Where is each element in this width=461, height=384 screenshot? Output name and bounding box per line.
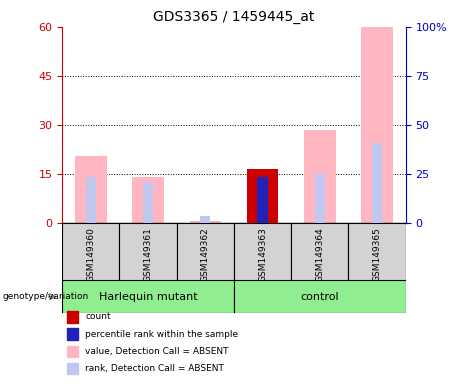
Text: value, Detection Call = ABSENT: value, Detection Call = ABSENT: [85, 347, 229, 356]
Text: count: count: [85, 312, 111, 321]
Bar: [349, 223, 406, 280]
Bar: [234, 280, 406, 313]
Text: rank, Detection Call = ABSENT: rank, Detection Call = ABSENT: [85, 364, 224, 373]
Bar: [234, 223, 291, 280]
Text: control: control: [301, 291, 339, 302]
Bar: [62, 223, 119, 280]
Bar: [132, 177, 164, 223]
Title: GDS3365 / 1459445_at: GDS3365 / 1459445_at: [153, 10, 315, 25]
Bar: [361, 27, 393, 223]
Text: GSM149365: GSM149365: [372, 227, 382, 282]
Bar: [304, 130, 336, 223]
Bar: [291, 223, 349, 280]
Text: percentile rank within the sample: percentile rank within the sample: [85, 329, 238, 339]
Bar: [257, 177, 268, 223]
Bar: [177, 223, 234, 280]
Bar: [86, 177, 96, 223]
Text: GSM149363: GSM149363: [258, 227, 267, 282]
Bar: [247, 169, 278, 223]
Text: genotype/variation: genotype/variation: [2, 292, 89, 301]
Text: GSM149361: GSM149361: [143, 227, 153, 282]
Bar: [119, 223, 177, 280]
Text: Harlequin mutant: Harlequin mutant: [99, 291, 197, 302]
Bar: [315, 174, 325, 223]
Bar: [143, 182, 153, 223]
Bar: [372, 143, 382, 223]
Bar: [200, 216, 211, 223]
Bar: [189, 221, 221, 223]
Text: GSM149362: GSM149362: [201, 227, 210, 282]
Bar: [75, 156, 106, 223]
Text: GSM149360: GSM149360: [86, 227, 95, 282]
Bar: [62, 280, 234, 313]
Text: GSM149364: GSM149364: [315, 227, 325, 282]
